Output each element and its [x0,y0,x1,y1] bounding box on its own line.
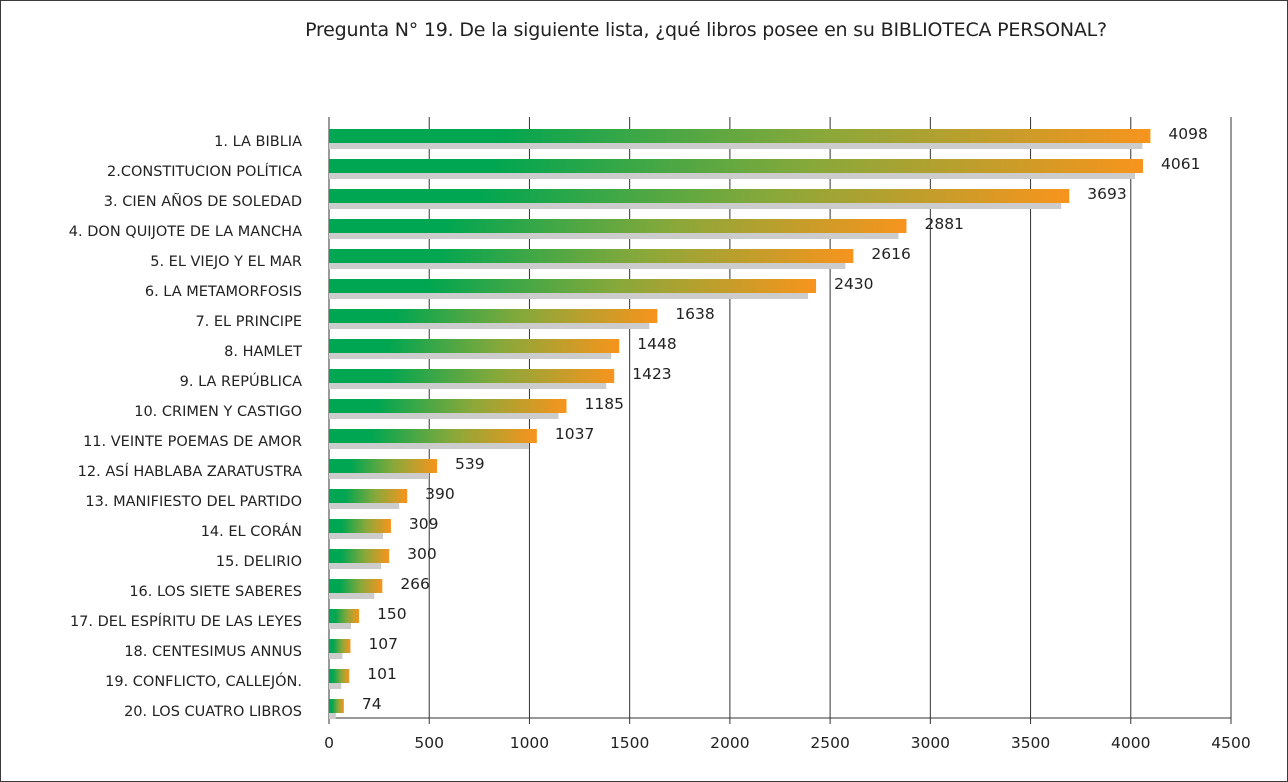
grid-lines [328,117,1232,724]
bar [329,429,537,443]
category-labels: 1. LA BIBLIA 2.CONSTITUCION POLÍTICA 3. CI… [69,134,302,720]
bar [329,189,1070,203]
data-label: 101 [367,665,397,683]
data-label: 3693 [1087,185,1126,203]
x-tick-label: 1500 [610,734,649,752]
bar [329,279,817,293]
category-label: 6. LA METAMORFOSIS [145,284,302,300]
data-label: 1423 [632,365,671,383]
bar [329,369,615,383]
data-label: 2616 [871,245,910,263]
bar [329,549,390,563]
bar [329,129,1151,143]
data-label: 4098 [1168,125,1207,143]
data-label: 1185 [585,395,624,413]
data-label: 2881 [924,215,963,233]
bar [329,159,1144,173]
value-labels: 4098 4061 3693 2881 2616 2430 1638 1448 1423 1185… [362,125,1208,713]
category-label: 17. DEL ESPÍRITU DE LAS LEYES [70,613,302,630]
bar [329,609,360,623]
category-label: 1. LA BIBLIA [214,134,302,150]
data-label: 4061 [1161,155,1200,173]
data-label: 150 [377,605,407,623]
category-label: 11. VEINTE POEMAS DE AMOR [83,434,302,450]
data-label: 1448 [637,335,676,353]
data-label: 2430 [834,275,873,293]
bar [329,339,620,353]
category-label: 8. HAMLET [224,344,302,360]
bars [329,129,1151,713]
x-tick-label: 1000 [510,734,549,752]
category-label: 5. EL VIEJO Y EL MAR [150,254,302,270]
bar [329,309,658,323]
data-label: 1638 [675,305,714,323]
bar [329,579,383,593]
data-label: 309 [409,515,439,533]
x-tick-label: 0 [324,734,334,752]
category-label: 7. EL PRINCIPE [195,314,302,330]
bar [329,699,344,713]
data-label: 1037 [555,425,594,443]
bar [329,249,854,263]
x-tick-label: 3000 [911,734,950,752]
category-label: 19. CONFLICTO, CALLEJÓN. [105,672,302,690]
category-label: 13. MANIFIESTO DEL PARTIDO [85,494,302,510]
x-tick-label: 2000 [710,734,749,752]
category-label: 2.CONSTITUCION POLÍTICA [107,163,302,180]
x-tick-label: 4000 [1111,734,1150,752]
bar [329,639,351,653]
bar [329,219,907,233]
data-label: 107 [368,635,398,653]
category-label: 10. CRIMEN Y CASTIGO [134,404,302,420]
x-tick-label: 500 [414,734,444,752]
bar [329,489,408,503]
x-tick-label: 3500 [1011,734,1050,752]
data-label: 266 [400,575,430,593]
x-axis-ticks: 0 500 1000 1500 2000 2500 3000 3500 4000 4500 [324,734,1251,752]
x-tick-label: 2500 [810,734,849,752]
category-label: 9. LA REPÚBLICA [180,372,302,390]
category-label: 4. DON QUIJOTE DE LA MANCHA [69,224,302,240]
category-label: 18. CENTESIMUS ANNUS [124,644,302,660]
bar [329,399,567,413]
data-label: 390 [425,485,455,503]
data-label: 74 [362,695,382,713]
category-label: 15. DELIRIO [216,554,302,570]
data-label: 539 [455,455,485,473]
category-label: 14. EL CORÁN [201,523,302,540]
category-label: 20. LOS CUATRO LIBROS [124,704,302,720]
category-label: 3. CIEN AÑOS DE SOLEDAD [104,193,302,210]
category-label: 16. LOS SIETE SABERES [129,584,302,600]
category-label: 12. ASÍ HABLABA ZARATUSTRA [78,463,302,480]
x-tick-label: 4500 [1211,734,1250,752]
bar [329,669,350,683]
data-label: 300 [407,545,437,563]
bar [329,459,438,473]
chart-title: Pregunta N° 19. De la siguiente lista, ¿… [305,19,1107,41]
bar [329,519,391,533]
